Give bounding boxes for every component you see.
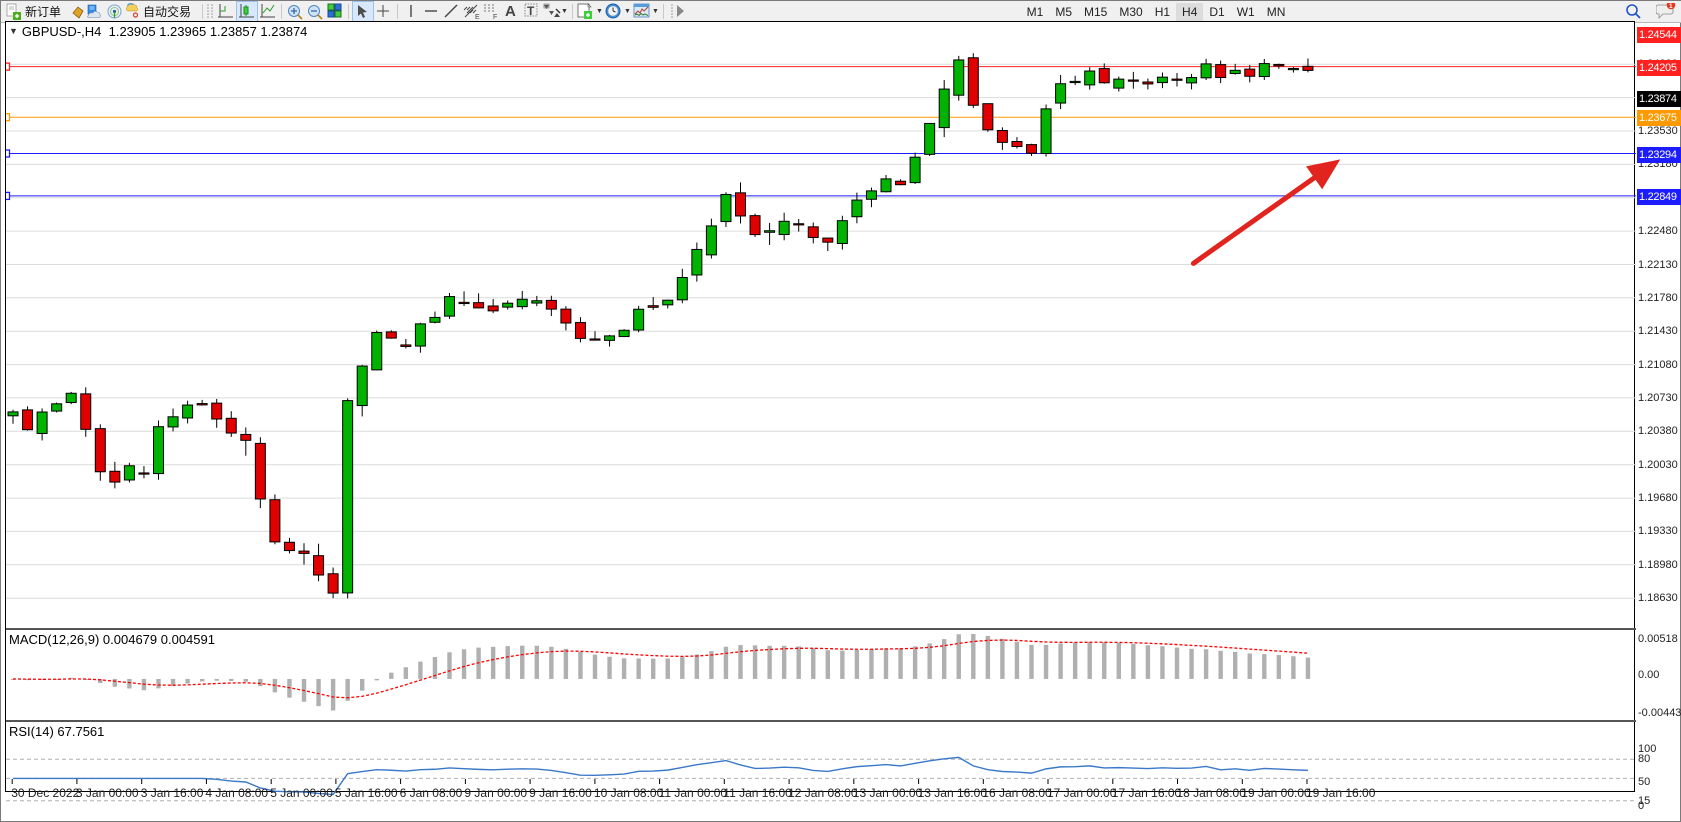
- svg-text:1: 1: [1669, 3, 1673, 10]
- svg-text:T: T: [527, 4, 535, 18]
- svg-text:A: A: [505, 3, 516, 20]
- svg-text:E: E: [475, 14, 480, 20]
- svg-text:F: F: [493, 14, 497, 20]
